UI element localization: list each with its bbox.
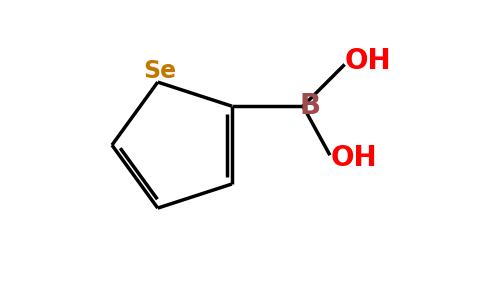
Text: B: B [300, 92, 321, 120]
Text: OH: OH [345, 47, 392, 75]
Text: Se: Se [144, 59, 177, 83]
Text: OH: OH [330, 144, 377, 172]
